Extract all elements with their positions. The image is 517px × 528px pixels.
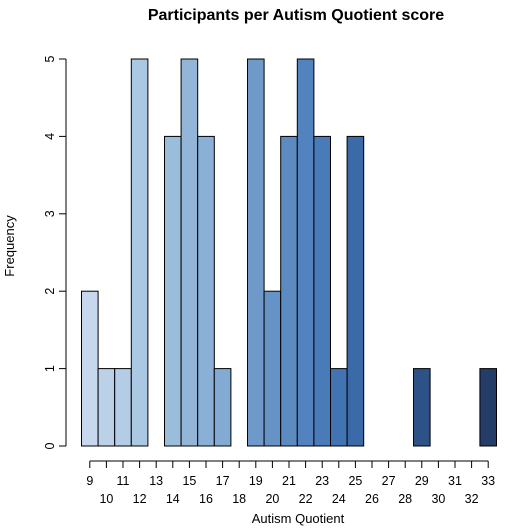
- bar-23: [313, 135, 331, 447]
- bar-25: [346, 135, 365, 447]
- bar-21: [280, 135, 298, 447]
- x-tick-label: 20: [265, 492, 279, 506]
- bar-24: [330, 368, 348, 447]
- x-tick-label: 26: [365, 492, 379, 506]
- bar-9: [81, 290, 99, 447]
- x-tick-label: 33: [481, 474, 495, 488]
- y-axis: 0 1 2 3 4 5: [43, 55, 67, 449]
- y-tick-label: 3: [43, 210, 57, 217]
- x-tick-label: 30: [431, 492, 445, 506]
- y-tick-label: 4: [43, 133, 57, 140]
- x-tick-label: 21: [282, 474, 296, 488]
- x-tick-label: 16: [199, 492, 213, 506]
- x-tick-label: 13: [149, 474, 163, 488]
- y-tick-label: 0: [43, 442, 57, 449]
- x-tick-label: 14: [166, 492, 180, 506]
- x-tick-label: 22: [299, 492, 313, 506]
- x-tick-label: 15: [182, 474, 196, 488]
- bar-20: [263, 290, 282, 447]
- x-tick-label: 31: [448, 474, 462, 488]
- x-tick-label: 9: [86, 474, 93, 488]
- bar-15: [180, 58, 199, 447]
- x-axis: 9 10 1112131415161718192021222324252627282…: [86, 460, 495, 506]
- x-tick-label: 17: [216, 474, 230, 488]
- bar-17: [213, 368, 232, 447]
- x-tick-label: 11: [117, 474, 130, 488]
- x-tick-label: 24: [332, 492, 346, 506]
- x-tick-label: 25: [348, 474, 362, 488]
- bar-10: [97, 368, 116, 447]
- x-tick-label: 27: [382, 474, 396, 488]
- x-tick-label: 29: [415, 474, 429, 488]
- bar-12: [130, 58, 149, 447]
- chart-title: Participants per Autism Quotient score: [148, 7, 444, 24]
- x-tick-label: 28: [398, 492, 412, 506]
- bar-19: [247, 58, 265, 447]
- x-tick-label: 12: [133, 492, 147, 506]
- x-tick-label: 19: [249, 474, 263, 488]
- x-tick-label: 32: [465, 492, 479, 506]
- y-axis-label: Frequency: [2, 215, 17, 277]
- bar-16: [197, 135, 215, 447]
- y-tick-label: 1: [43, 365, 57, 372]
- y-tick-label: 5: [43, 55, 57, 62]
- bars-group: [81, 58, 497, 447]
- bar-29: [413, 368, 431, 447]
- x-tick-label: 10: [99, 492, 113, 506]
- bar-14: [164, 135, 182, 447]
- x-tick-label: 23: [315, 474, 329, 488]
- y-tick-label: 2: [43, 288, 57, 295]
- x-tick-label: 18: [232, 492, 246, 506]
- bar-33: [479, 368, 497, 447]
- bar-22: [296, 58, 315, 447]
- x-axis-label: Autism Quotient: [252, 511, 345, 526]
- bar-11: [114, 368, 132, 447]
